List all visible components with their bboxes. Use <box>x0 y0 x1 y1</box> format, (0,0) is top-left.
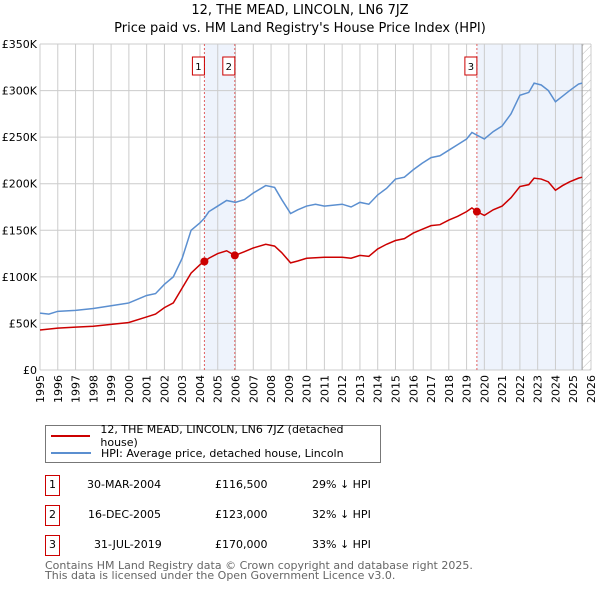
y-tick-label: £300K <box>2 85 38 98</box>
x-tick-label: 2005 <box>212 375 225 403</box>
x-tick-label: 2003 <box>176 375 189 403</box>
x-tick-label: 2022 <box>514 375 527 403</box>
x-tick-label: 2011 <box>318 375 331 403</box>
x-tick-label: 2004 <box>194 375 207 403</box>
transaction-price: £123,000 <box>215 508 268 521</box>
transaction-row: 1 30-MAR-2004 £116,500 29% ↓ HPI <box>45 475 465 496</box>
x-tick-label: 2008 <box>265 375 278 403</box>
x-tick-label: 2000 <box>123 375 136 403</box>
y-tick-label: £150K <box>2 224 38 237</box>
x-tick-label: 2016 <box>407 375 420 403</box>
transaction-price: £170,000 <box>215 538 268 551</box>
x-tick-label: 2019 <box>461 375 474 403</box>
y-tick-label: £50K <box>9 317 38 330</box>
x-tick-label: 2017 <box>425 375 438 403</box>
sale-point <box>472 207 481 216</box>
footer-copyright: Contains HM Land Registry data © Crown c… <box>45 559 473 572</box>
shaded-range <box>476 44 583 370</box>
y-tick-label: £250K <box>2 131 38 144</box>
marker-badge-label: 2 <box>226 62 232 73</box>
forecast-hatch <box>582 44 591 370</box>
chart-title: 12, THE MEAD, LINCOLN, LN6 7JZ <box>191 3 409 18</box>
x-tick-label: 2012 <box>336 375 349 403</box>
legend-swatch-hpi <box>51 452 91 454</box>
x-tick-label: 2020 <box>478 375 491 403</box>
x-tick-label: 2014 <box>372 375 385 403</box>
x-tick-label: 2023 <box>532 375 545 403</box>
y-tick-label: £0 <box>23 364 37 377</box>
x-tick-label: 2002 <box>158 375 171 403</box>
transaction-badge: 2 <box>45 505 60 526</box>
shaded-range <box>204 44 235 370</box>
x-tick-label: 2013 <box>354 375 367 403</box>
marker-badge <box>464 56 478 76</box>
legend-swatch-property <box>51 435 91 437</box>
x-tick-label: 2025 <box>567 375 580 403</box>
y-tick-label: £100K <box>2 271 38 284</box>
x-tick-label: 1996 <box>52 375 65 403</box>
marker-badge <box>191 56 205 76</box>
x-tick-label: 2018 <box>443 375 456 403</box>
transaction-hpi-diff: 29% ↓ HPI <box>312 478 371 491</box>
property-series-line <box>39 176 583 331</box>
marker-badge-label: 1 <box>195 62 201 73</box>
transaction-date: 16-DEC-2005 <box>88 508 162 521</box>
x-tick-label: 2006 <box>230 375 243 403</box>
transaction-hpi-diff: 33% ↓ HPI <box>312 538 371 551</box>
x-tick-label: 1997 <box>70 375 83 403</box>
x-tick-label: 2021 <box>496 375 509 403</box>
legend-label-hpi: HPI: Average price, detached house, Linc… <box>101 446 344 460</box>
y-tick-label: £350K <box>2 38 38 51</box>
x-tick-label: 1999 <box>105 375 118 403</box>
transaction-badge: 3 <box>45 535 60 556</box>
footer: Contains HM Land Registry data © Crown c… <box>45 559 473 582</box>
transaction-price: £116,500 <box>215 478 268 491</box>
y-tick-label: £200K <box>2 178 38 191</box>
marker-badge-label: 3 <box>468 62 474 73</box>
sale-point <box>200 257 209 266</box>
x-tick-label: 2024 <box>549 375 562 403</box>
x-tick-label: 2001 <box>141 375 154 403</box>
x-tick-label: 2007 <box>247 375 260 403</box>
sale-point <box>230 251 239 260</box>
transaction-hpi-diff: 32% ↓ HPI <box>312 508 371 521</box>
price-chart: 1995 1996 1997 1998 1999 2000 2001 2002 2003 2004… <box>2 38 598 403</box>
hpi-series-line <box>39 82 583 315</box>
legend-label-property: 12, THE MEAD, LINCOLN, LN6 7JZ (detached… <box>100 423 344 449</box>
legend: 12, THE MEAD, LINCOLN, LN6 7JZ (detached… <box>45 423 381 463</box>
transaction-date: 30-MAR-2004 <box>87 478 162 491</box>
transaction-badge: 1 <box>45 475 60 496</box>
x-tick-label: 2026 <box>585 375 598 403</box>
x-tick-label: 1995 <box>34 375 47 403</box>
marker-badge <box>222 56 236 76</box>
transaction-row: 2 16-DEC-2005 £123,000 32% ↓ HPI <box>45 505 465 526</box>
footer-licence: This data is licensed under the Open Gov… <box>45 569 396 582</box>
chart-subtitle: Price paid vs. HM Land Registry's House … <box>114 21 486 36</box>
transaction-row: 3 31-JUL-2019 £170,000 33% ↓ HPI <box>45 535 465 556</box>
x-tick-label: 1998 <box>87 375 100 403</box>
x-tick-label: 2015 <box>389 375 402 403</box>
x-tick-label: 2010 <box>301 375 314 403</box>
x-tick-label: 2009 <box>283 375 296 403</box>
transaction-date: 31-JUL-2019 <box>94 538 162 551</box>
